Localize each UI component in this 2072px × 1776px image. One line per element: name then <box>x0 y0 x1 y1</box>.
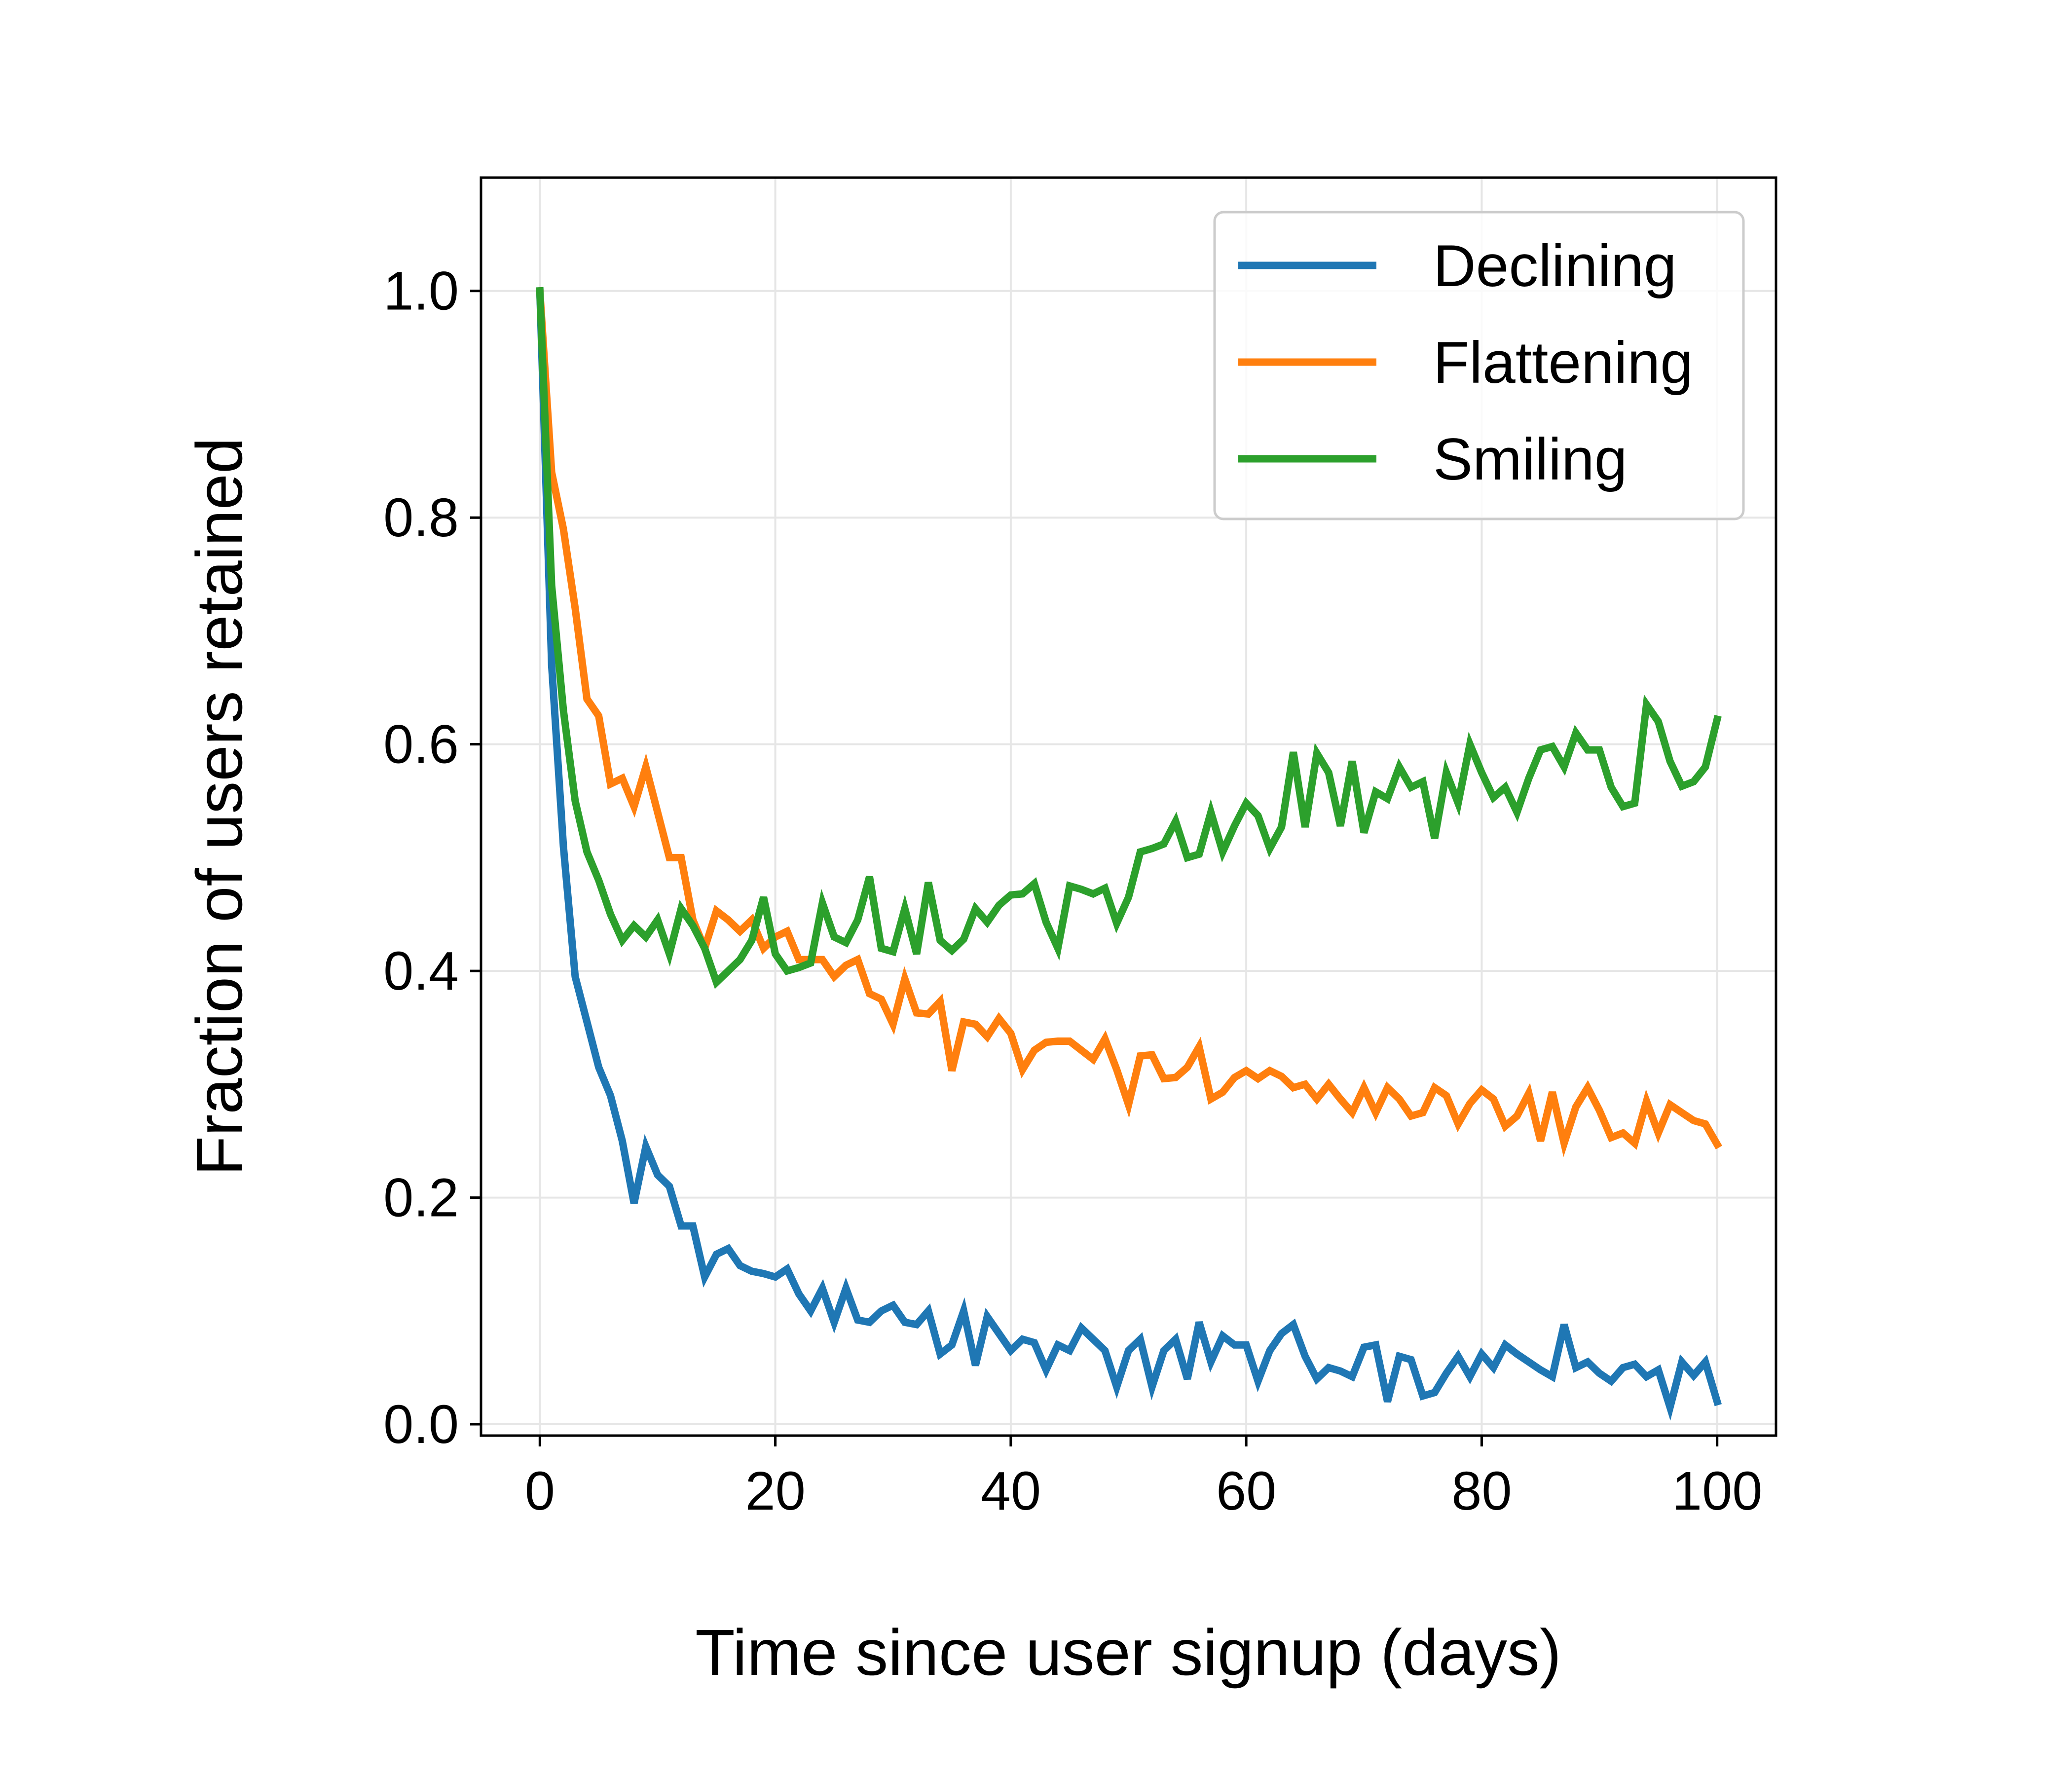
x-tick-label: 60 <box>1216 1461 1276 1521</box>
x-tick-label: 20 <box>745 1461 805 1521</box>
y-axis-label: Fraction of users retained <box>183 438 256 1176</box>
series-line-declining <box>536 287 1722 1421</box>
x-tick-label: 100 <box>1672 1461 1763 1521</box>
legend: Declining Flattening Smiling <box>1213 211 1745 520</box>
x-tick-label: 80 <box>1451 1461 1512 1521</box>
y-tick-label: 0.0 <box>383 1394 459 1455</box>
series-lines <box>536 287 1722 1421</box>
y-tick-label: 0.4 <box>383 941 459 1001</box>
x-tick-label: 40 <box>981 1461 1041 1521</box>
legend-label-flattening: Flattening <box>1433 330 1693 396</box>
x-axis-label: Time since user signup (days) <box>695 1616 1561 1689</box>
series-line-flattening <box>536 287 1722 1157</box>
legend-label-declining: Declining <box>1433 233 1677 299</box>
y-axis: 0.0 0.2 0.4 0.6 0.8 1.0 <box>383 261 481 1455</box>
legend-label-smiling: Smiling <box>1433 426 1627 492</box>
x-axis: 0 20 40 60 80 100 <box>525 1436 1763 1521</box>
y-tick-label: 0.8 <box>383 487 459 548</box>
y-tick-label: 0.6 <box>383 714 459 775</box>
series-line-smiling <box>536 287 1722 989</box>
x-tick-label: 0 <box>525 1461 555 1521</box>
y-tick-label: 0.2 <box>383 1168 459 1228</box>
plot-frame <box>480 176 1777 1437</box>
y-tick-label: 1.0 <box>383 261 459 322</box>
legend-box <box>1213 211 1745 520</box>
